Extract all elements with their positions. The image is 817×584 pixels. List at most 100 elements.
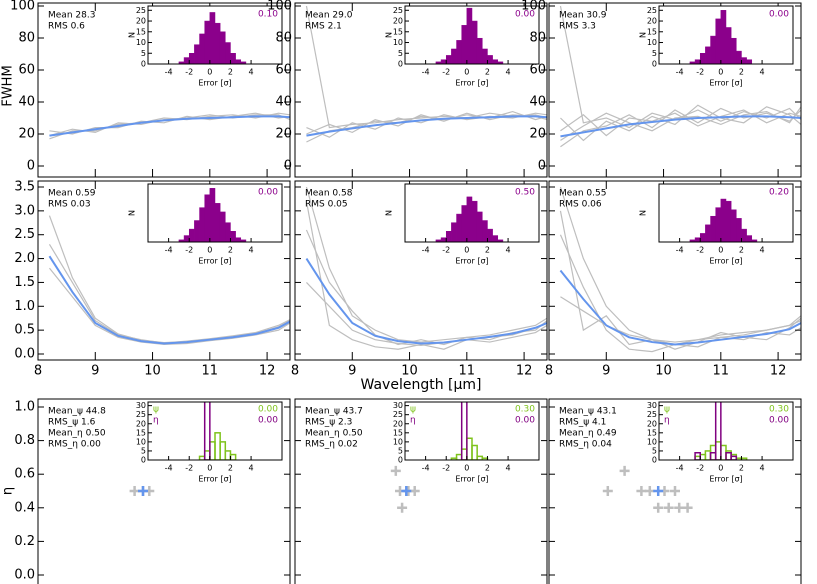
point <box>663 502 674 513</box>
hist-bar <box>456 40 462 64</box>
inset-frame <box>147 183 283 243</box>
inset-frame <box>404 183 540 243</box>
inset-x-tick-label: -4 <box>422 464 430 473</box>
hist-bar <box>715 18 722 64</box>
hist-bar <box>230 231 236 242</box>
inset-y-tick-label: 10 <box>647 437 657 446</box>
hist-bar <box>714 402 722 460</box>
inset-y-tick-label: 25 <box>393 410 403 419</box>
inset-x-tick-label: -2 <box>442 464 450 473</box>
hist-bar <box>710 215 716 242</box>
hist-bar <box>199 207 205 242</box>
inset-y-tick-label: 30 <box>393 401 403 410</box>
y-tick-label: 20 <box>18 127 35 142</box>
inset-y-tick-label: 5 <box>141 49 146 58</box>
inset-frame <box>147 5 283 65</box>
hist-bar <box>203 402 211 460</box>
annotation: RMS_ψ 1.6 <box>48 418 96 428</box>
inset-y-tick-label: 25 <box>136 410 146 419</box>
hist-bar <box>487 228 493 242</box>
panel <box>602 465 693 513</box>
corner-label: 0.50 <box>515 188 535 198</box>
hist-bar <box>183 235 190 242</box>
hist-bar <box>482 48 488 64</box>
line <box>49 115 290 137</box>
inset-y-tick-label: 10 <box>647 38 657 47</box>
inset-x-tick-label: 0 <box>718 464 723 473</box>
inset-x-tick-label: -2 <box>442 246 450 255</box>
inset-x-tick-label: 0 <box>718 68 723 77</box>
y-tick-label: 60 <box>18 63 35 78</box>
hist-bar <box>219 211 226 242</box>
y-tick-label: 100 <box>521 0 546 14</box>
inset-y-tick-label: 15 <box>393 428 403 437</box>
hist-bar <box>725 27 732 64</box>
point <box>602 486 613 496</box>
point <box>397 502 408 513</box>
annotation: Mean_ψ 43.7 <box>305 407 363 417</box>
y-tick-label: 0 <box>27 159 35 174</box>
y-tick-label: 0.2 <box>14 534 35 549</box>
line <box>560 107 801 148</box>
legend-label: ψ <box>153 405 159 415</box>
y-tick-label: 100 <box>267 0 292 14</box>
hist-bar <box>476 211 483 242</box>
inset-y-tick-label: 25 <box>647 410 657 419</box>
inset-y-tick-label: 20 <box>647 419 657 428</box>
y-tick-label: 40 <box>529 95 546 110</box>
corner-label: 0.00 <box>258 188 278 198</box>
y-tick-label: 60 <box>529 63 546 78</box>
point <box>682 502 693 513</box>
corner-label: 0.00 <box>769 10 789 20</box>
inset-y-tick-label: 0 <box>652 456 657 465</box>
frame <box>37 2 291 178</box>
hist-bar <box>466 196 473 242</box>
x-tick-label: 9 <box>91 364 99 379</box>
hist-bar <box>497 61 504 64</box>
x-tick-label: 8 <box>34 364 42 379</box>
hist-bar <box>694 237 701 242</box>
inset-x-tick-label: 0 <box>464 68 469 77</box>
inset-x-tick-label: -4 <box>422 246 430 255</box>
hist-bar <box>214 203 221 242</box>
inset-frame <box>147 401 283 461</box>
point <box>674 502 685 513</box>
x-tick-label: 10 <box>144 364 161 379</box>
hist-bar <box>466 7 473 64</box>
inset-y-tick-label: 10 <box>393 38 403 47</box>
inset-x-tick-label: 2 <box>228 68 233 77</box>
hist-bar <box>445 231 452 242</box>
x-tick-label: 12 <box>516 364 533 379</box>
y-tick-label: 80 <box>529 31 546 46</box>
hist-bar <box>730 209 737 242</box>
x-tick-label: 10 <box>401 364 418 379</box>
line <box>48 243 290 344</box>
inset-y-tick-label: 25 <box>393 6 403 15</box>
inset-x-label: Error [σ] <box>198 475 231 484</box>
y-tick-label: 60 <box>275 63 292 78</box>
x-tick-label: 11 <box>713 364 730 379</box>
inset-x-tick-label: -4 <box>676 68 684 77</box>
y-tick-label: 2.5 <box>14 227 35 242</box>
annotation: RMS 0.03 <box>48 200 91 210</box>
inset-x-tick-label: -4 <box>165 68 173 77</box>
panel <box>48 215 290 346</box>
inset-y-label: N <box>385 210 394 216</box>
hist-bar <box>204 20 211 64</box>
inset-x-tick-label: 4 <box>249 464 254 473</box>
line <box>305 258 547 345</box>
inset-y-tick-label: 0 <box>141 60 146 69</box>
inset-y-tick-label: 30 <box>136 401 146 410</box>
inset <box>689 198 758 242</box>
inset-x-label: Error [σ] <box>198 257 231 266</box>
frame <box>294 2 548 178</box>
inset-x-tick-label: -2 <box>696 464 704 473</box>
y-tick-label: 0 <box>538 159 546 174</box>
inset-x-tick-label: 0 <box>207 246 212 255</box>
inset-x-tick-label: -2 <box>185 464 193 473</box>
line <box>559 210 801 350</box>
hist-bar <box>492 235 499 242</box>
corner-label: 0.00 <box>258 405 278 415</box>
panel <box>559 5 801 148</box>
